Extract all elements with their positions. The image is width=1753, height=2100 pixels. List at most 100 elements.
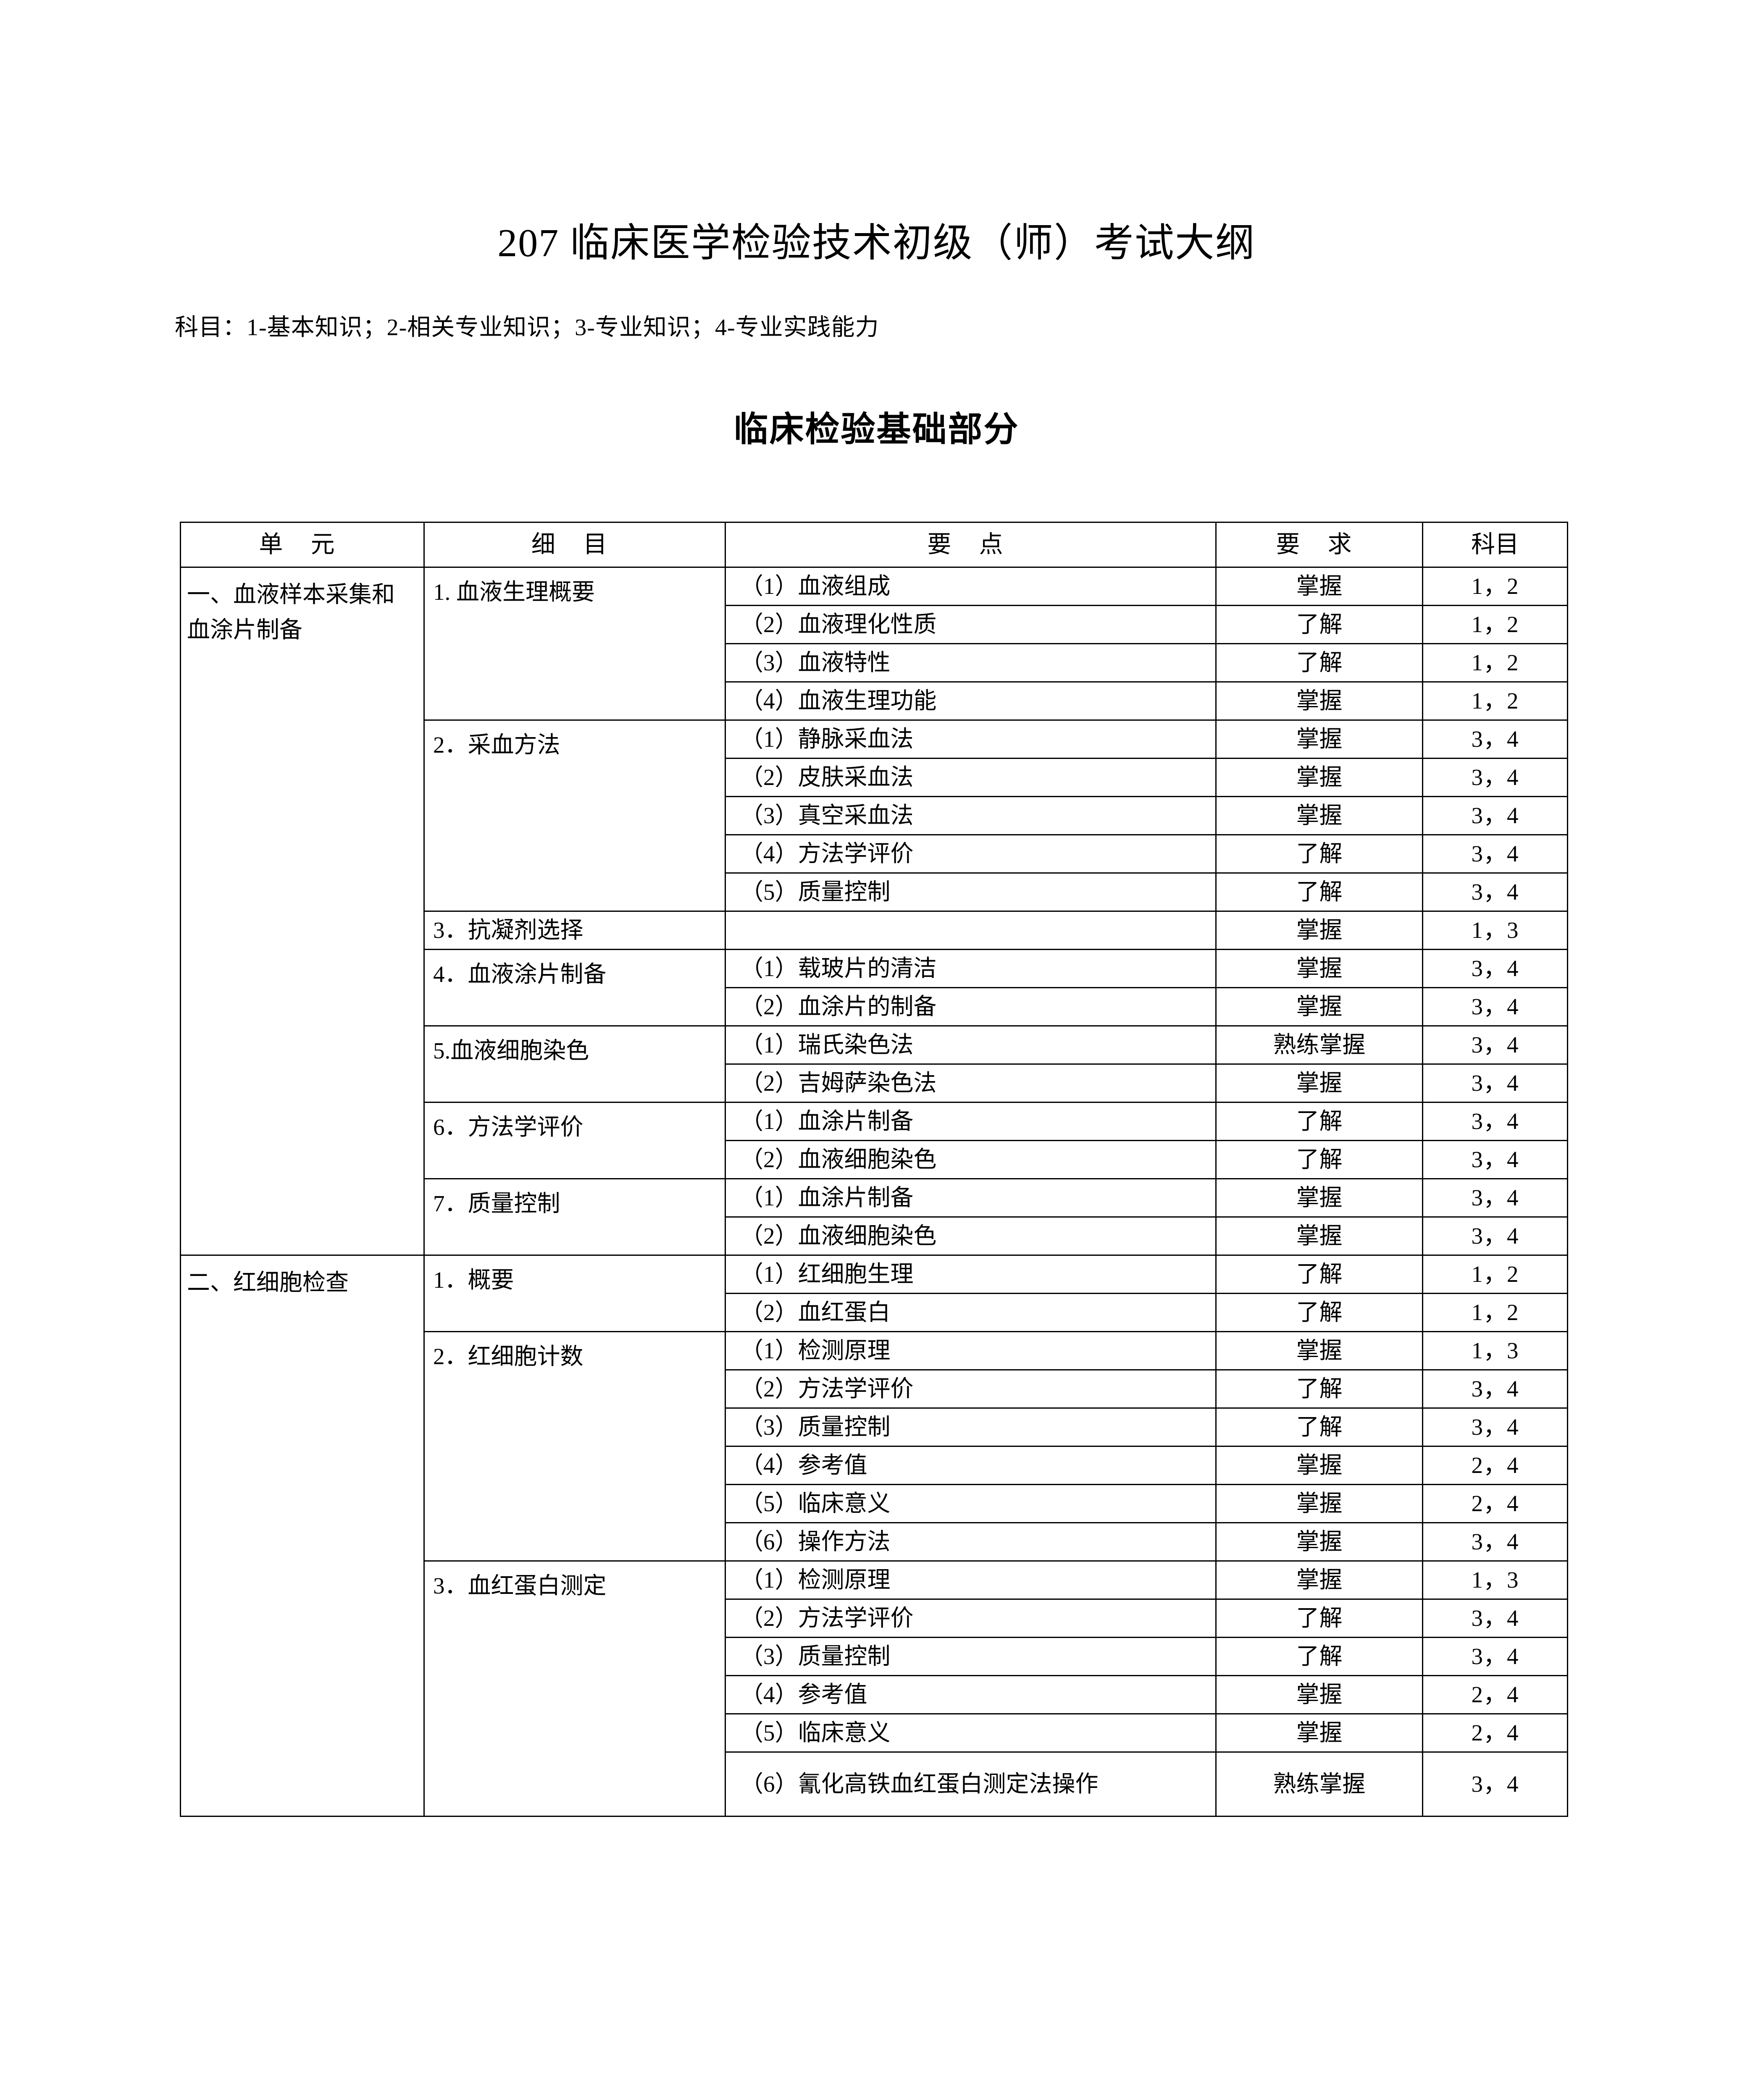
table-row: （2）皮肤采血法 掌握 3，4 bbox=[181, 758, 1568, 797]
cell-point: （2）吉姆萨染色法 bbox=[725, 1063, 1217, 1103]
column-header-item: 细 目 bbox=[423, 522, 726, 568]
cell-requirement: 掌握 bbox=[1215, 949, 1423, 988]
table-row: （5）临床意义 掌握 2，4 bbox=[181, 1484, 1568, 1523]
cell-subject: 3，4 bbox=[1422, 1522, 1568, 1562]
cell-unit: 二、红细胞检查 bbox=[180, 1255, 425, 1817]
cell-item: 2．红细胞计数 bbox=[423, 1331, 726, 1562]
cell-subject: 1，2 bbox=[1422, 605, 1568, 644]
cell-requirement: 熟练掌握 bbox=[1215, 1751, 1423, 1817]
cell-subject: 3，4 bbox=[1422, 1751, 1568, 1817]
cell-item: 3．血红蛋白测定 bbox=[423, 1560, 726, 1817]
table-row: （4）方法学评价 了解 3，4 bbox=[181, 834, 1568, 874]
cell-item: 5.血液细胞染色 bbox=[423, 1025, 726, 1103]
table-row: 3．抗凝剂选择 掌握 1，3 bbox=[181, 911, 1568, 950]
cell-requirement: 掌握 bbox=[1215, 1216, 1423, 1256]
table-row: （4）参考值 掌握 2，4 bbox=[181, 1446, 1568, 1485]
cell-point: （3）真空采血法 bbox=[725, 796, 1217, 835]
cell-requirement: 掌握 bbox=[1215, 1522, 1423, 1562]
cell-subject: 3，4 bbox=[1422, 1102, 1568, 1141]
table-row: （5）质量控制 了解 3，4 bbox=[181, 872, 1568, 912]
cell-point: （2）血液细胞染色 bbox=[725, 1140, 1217, 1179]
cell-point: （5）质量控制 bbox=[725, 872, 1217, 912]
cell-requirement: 掌握 bbox=[1215, 1063, 1423, 1103]
section-heading: 临床检验基础部分 bbox=[733, 410, 1020, 449]
cell-requirement: 了解 bbox=[1215, 1293, 1423, 1332]
table-body: 一、血液样本采集和血涂片制备 1. 血液生理概要 （1）血液组成 掌握 1，2 （2）血液… bbox=[180, 567, 1568, 1817]
cell-item: 3．抗凝剂选择 bbox=[423, 911, 726, 950]
column-header-subject: 科目 bbox=[1422, 522, 1568, 568]
table-row: （3）质量控制 了解 3，4 bbox=[181, 1407, 1568, 1447]
cell-point: （3）质量控制 bbox=[725, 1637, 1217, 1676]
cell-subject: 3，4 bbox=[1422, 872, 1568, 912]
cell-subject: 1，2 bbox=[1422, 567, 1568, 606]
table-row: 7．质量控制 （1）血涂片制备 掌握 3，4 bbox=[181, 1178, 1568, 1256]
cell-subject: 2，4 bbox=[1422, 1484, 1568, 1523]
cell-requirement: 了解 bbox=[1215, 1255, 1423, 1294]
cell-point: （1）红细胞生理 bbox=[725, 1255, 1217, 1294]
cell-requirement: 掌握 bbox=[1215, 1713, 1423, 1753]
cell-point: （2）血涂片的制备 bbox=[725, 987, 1217, 1026]
cell-requirement: 了解 bbox=[1215, 1140, 1423, 1179]
table-row: （2）血涂片的制备 掌握 3，4 bbox=[181, 987, 1568, 1026]
cell-subject: 3，4 bbox=[1422, 1407, 1568, 1447]
table-row: 二、红细胞检查 1．概要 （1）红细胞生理 了解 1，2 bbox=[180, 1255, 1568, 1817]
cell-subject: 2，4 bbox=[1422, 1713, 1568, 1753]
cell-point: （2）血液理化性质 bbox=[725, 605, 1217, 644]
cell-subject: 3，4 bbox=[1422, 758, 1568, 797]
cell-subject: 3，4 bbox=[1422, 1178, 1568, 1218]
cell-requirement: 掌握 bbox=[1215, 719, 1423, 759]
cell-subject: 1，3 bbox=[1422, 1331, 1568, 1370]
cell-point: （1）检测原理 bbox=[725, 1331, 1217, 1370]
exam-outline-table: 单 元 细 目 要 点 要 求 科目 一、血液样本采集和血涂片制备 1. 血液生理… bbox=[180, 522, 1568, 1817]
cell-point: （1）载玻片的清洁 bbox=[725, 949, 1217, 988]
table-row: （4）血液生理功能 掌握 1，2 bbox=[181, 681, 1568, 721]
cell-subject: 1，2 bbox=[1422, 1293, 1568, 1332]
cell-point: （6）氰化高铁血红蛋白测定法操作 bbox=[725, 1751, 1217, 1817]
cell-subject: 3，4 bbox=[1422, 949, 1568, 988]
table-row: 4．血液涂片制备 （1）载玻片的清洁 掌握 3，4 bbox=[181, 949, 1568, 1026]
cell-unit: 一、血液样本采集和血涂片制备 bbox=[180, 567, 425, 1256]
cell-requirement: 了解 bbox=[1215, 1599, 1423, 1638]
cell-item: 1．概要 bbox=[423, 1255, 726, 1332]
table-row: 3．血红蛋白测定 （1）检测原理 掌握 1，3 bbox=[181, 1560, 1568, 1817]
cell-point: （3）质量控制 bbox=[725, 1407, 1217, 1447]
cell-subject: 3，4 bbox=[1422, 796, 1568, 835]
cell-point: （4）参考值 bbox=[725, 1446, 1217, 1485]
table-row: （2）方法学评价 了解 3，4 bbox=[181, 1599, 1568, 1638]
table-row: （6）氰化高铁血红蛋白测定法操作 熟练掌握 3，4 bbox=[181, 1751, 1568, 1817]
cell-subject: 3，4 bbox=[1422, 1369, 1568, 1409]
cell-subject: 3，4 bbox=[1422, 719, 1568, 759]
cell-requirement: 了解 bbox=[1215, 605, 1423, 644]
cell-subject: 3，4 bbox=[1422, 1063, 1568, 1103]
cell-subject: 3，4 bbox=[1422, 987, 1568, 1026]
cell-point: （4）血液生理功能 bbox=[725, 681, 1217, 721]
cell-item: 7．质量控制 bbox=[423, 1178, 726, 1256]
table-row: （2）方法学评价 了解 3，4 bbox=[181, 1369, 1568, 1409]
cell-subject: 3，4 bbox=[1422, 834, 1568, 874]
cell-requirement: 掌握 bbox=[1215, 1331, 1423, 1370]
cell-point: （4）参考值 bbox=[725, 1675, 1217, 1714]
table-row: （3）血液特性 了解 1，2 bbox=[181, 643, 1568, 682]
column-header-point: 要 点 bbox=[725, 522, 1217, 568]
table-row: （6）操作方法 掌握 3，4 bbox=[181, 1522, 1568, 1562]
table-row: 2．采血方法 （1）静脉采血法 掌握 3，4 bbox=[181, 719, 1568, 912]
cell-subject: 2，4 bbox=[1422, 1675, 1568, 1714]
cell-requirement: 掌握 bbox=[1215, 758, 1423, 797]
cell-item: 6．方法学评价 bbox=[423, 1102, 726, 1179]
cell-requirement: 掌握 bbox=[1215, 1675, 1423, 1714]
table-header-row: 单 元 细 目 要 点 要 求 科目 bbox=[180, 522, 1568, 568]
table-row: 2．红细胞计数 （1）检测原理 掌握 1，3 bbox=[181, 1331, 1568, 1562]
cell-subject: 1，2 bbox=[1422, 1255, 1568, 1294]
cell-point: （3）血液特性 bbox=[725, 643, 1217, 682]
column-header-requirement: 要 求 bbox=[1215, 522, 1423, 568]
cell-point: （1）静脉采血法 bbox=[725, 719, 1217, 759]
cell-requirement: 掌握 bbox=[1215, 681, 1423, 721]
cell-requirement: 掌握 bbox=[1215, 987, 1423, 1026]
cell-point: （2）皮肤采血法 bbox=[725, 758, 1217, 797]
cell-requirement: 了解 bbox=[1215, 872, 1423, 912]
cell-requirement: 掌握 bbox=[1215, 1560, 1423, 1600]
cell-subject: 1，2 bbox=[1422, 643, 1568, 682]
table-row: 一、血液样本采集和血涂片制备 1. 血液生理概要 （1）血液组成 掌握 1，2 bbox=[180, 567, 1568, 1256]
cell-point: （1）血涂片制备 bbox=[725, 1178, 1217, 1218]
